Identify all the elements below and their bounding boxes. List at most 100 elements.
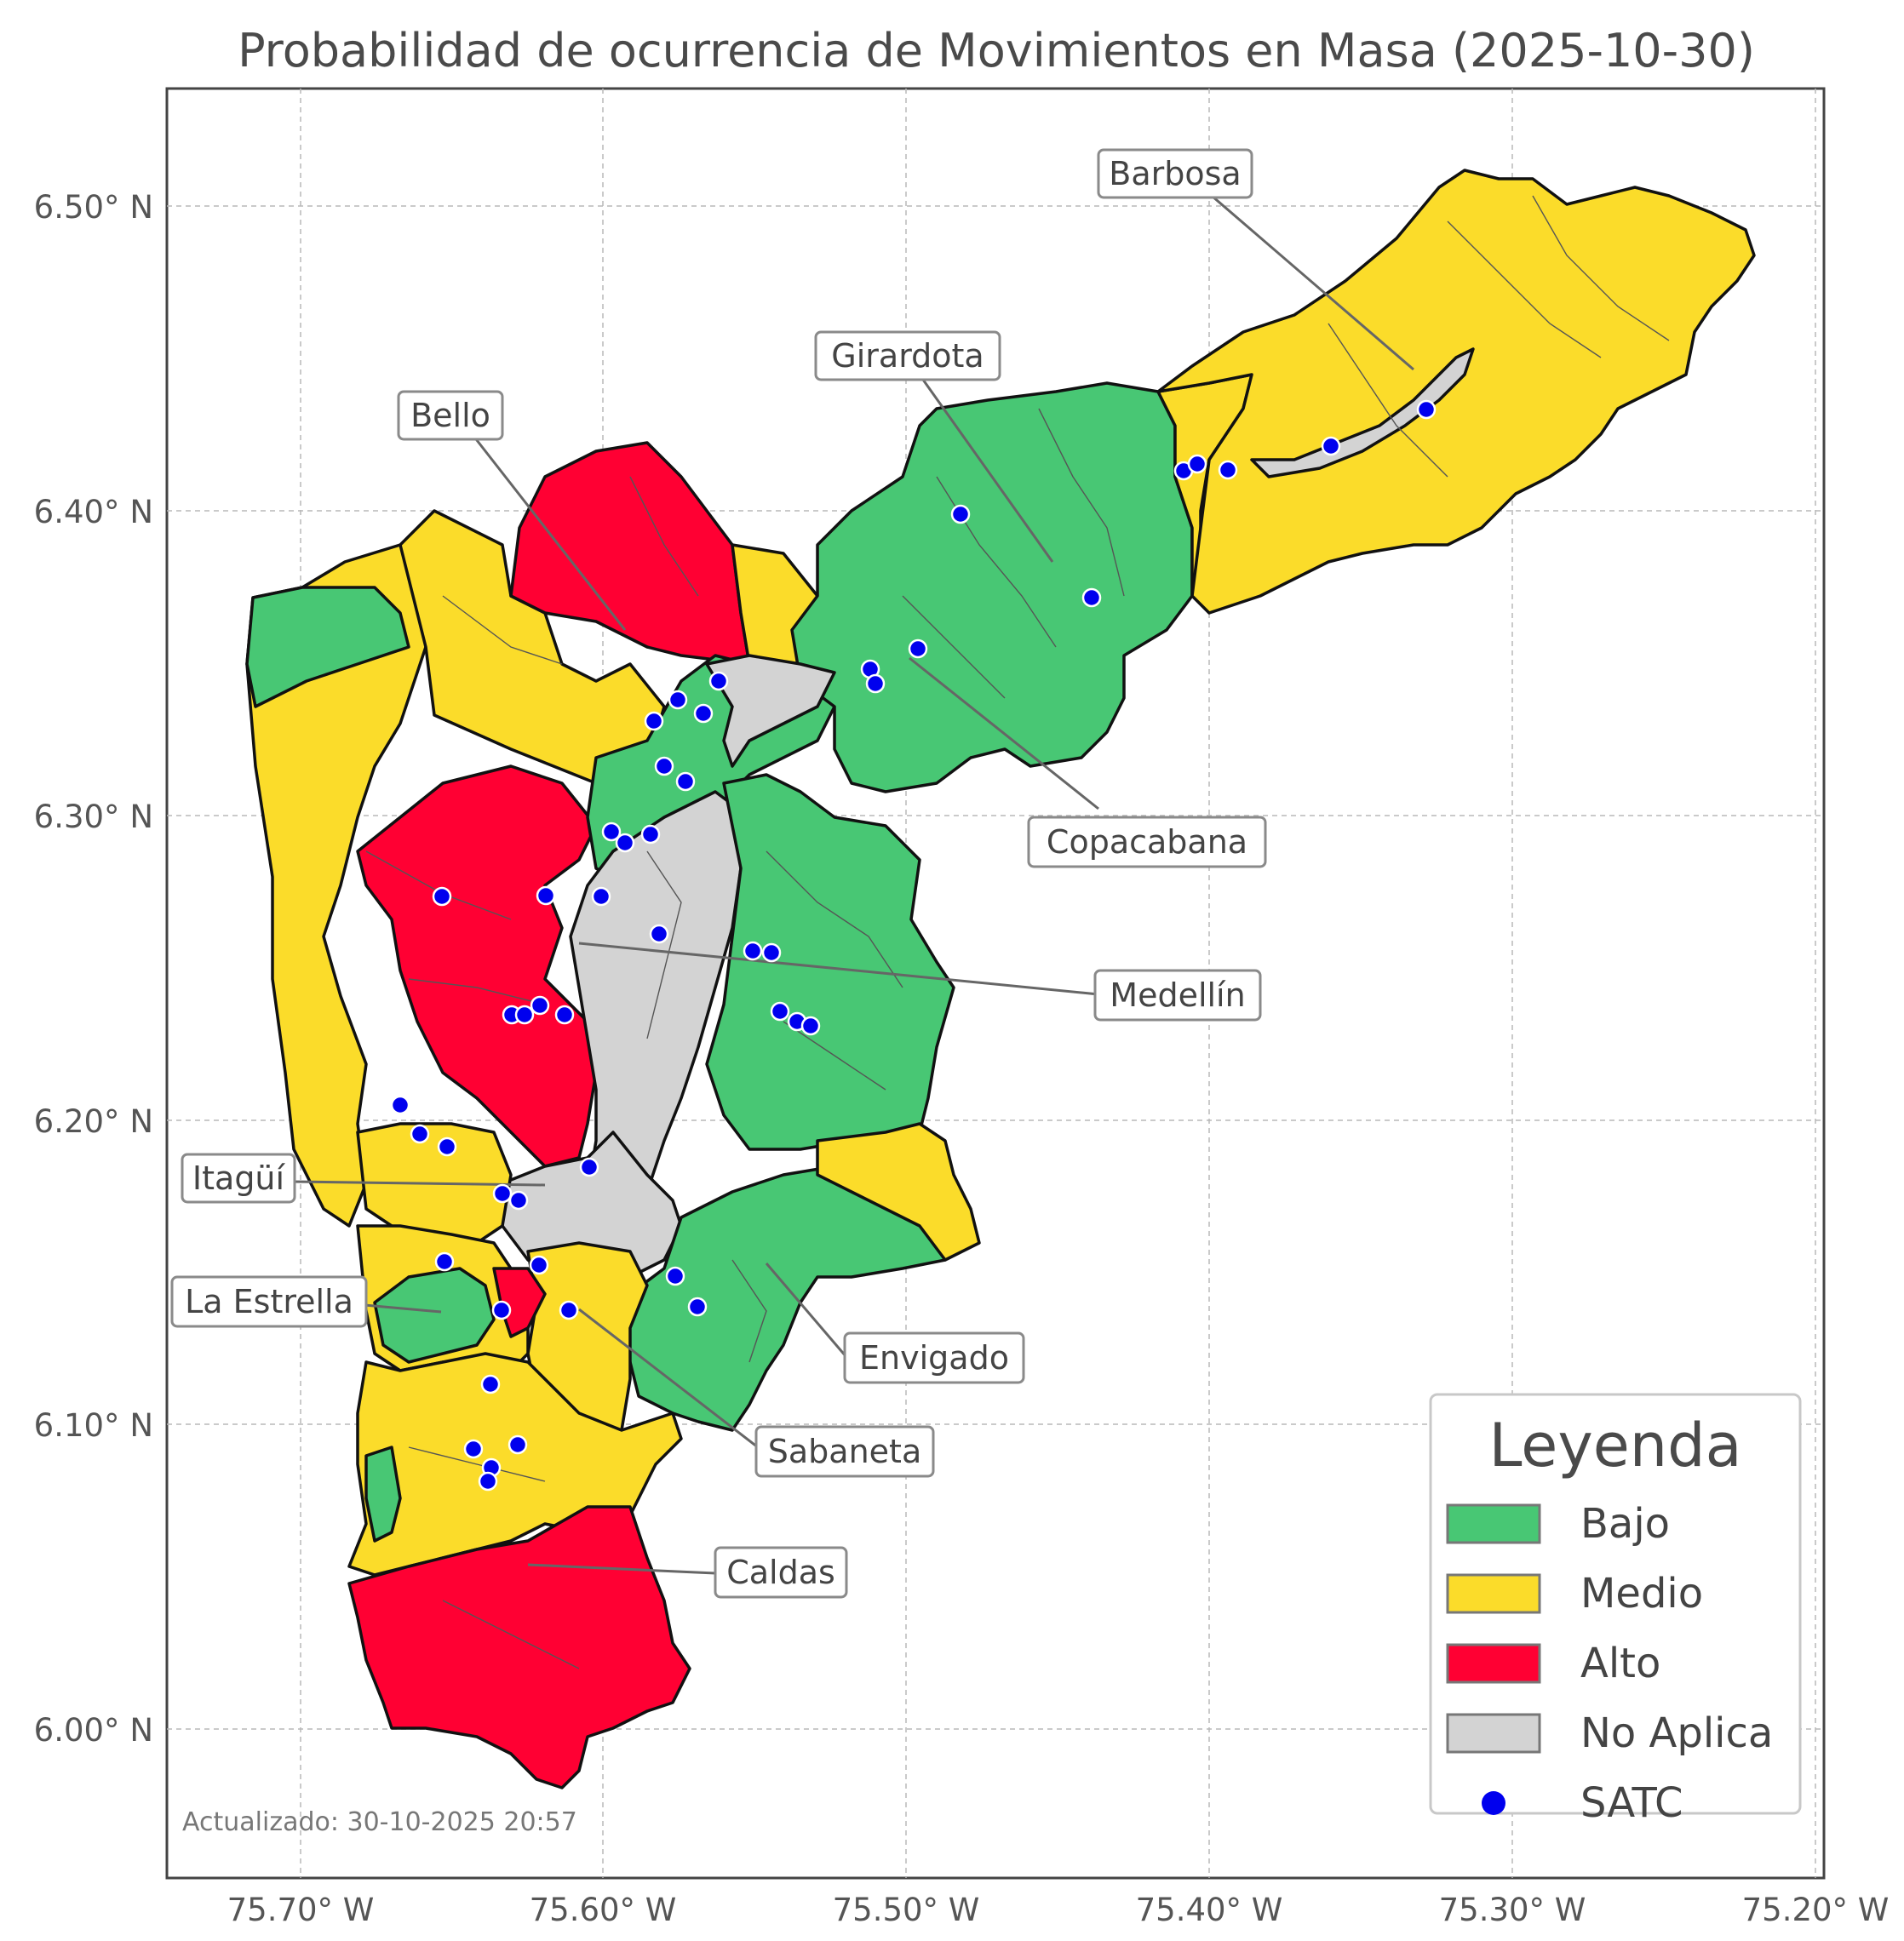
region-bajo-laestrella bbox=[373, 1267, 496, 1364]
label-barbosa-text: Barbosa bbox=[1109, 155, 1241, 192]
plot-frame bbox=[165, 87, 1826, 1880]
satc-station[interactable] bbox=[1416, 399, 1437, 420]
satc-station[interactable] bbox=[478, 1471, 498, 1492]
label-itagui[interactable]: Itagüí bbox=[181, 1153, 296, 1204]
satc-station[interactable] bbox=[390, 1095, 410, 1115]
satc-station[interactable] bbox=[950, 504, 971, 524]
label-caldas[interactable]: Caldas bbox=[714, 1546, 848, 1599]
legend-swatch-medio bbox=[1446, 1573, 1541, 1614]
satc-station[interactable] bbox=[536, 885, 556, 906]
label-copacabana-text: Copacabana bbox=[1047, 823, 1247, 861]
satc-station[interactable] bbox=[601, 822, 622, 842]
label-sabaneta[interactable]: Sabaneta bbox=[754, 1425, 935, 1478]
satc-station[interactable] bbox=[530, 995, 550, 1016]
region-medio-barbosa bbox=[1156, 169, 1756, 615]
legend-label-alto: Alto bbox=[1580, 1640, 1660, 1687]
label-itagui-text: Itagüí bbox=[192, 1159, 286, 1197]
label-laestrella-text: La Estrella bbox=[185, 1283, 353, 1320]
y-tick-label: 6.10° N bbox=[34, 1407, 153, 1444]
label-laestrella[interactable]: La Estrella bbox=[170, 1275, 368, 1328]
satc-station[interactable] bbox=[668, 690, 688, 710]
map-title: Probabilidad de ocurrencia de Movimiento… bbox=[238, 24, 1755, 77]
satc-station[interactable] bbox=[649, 924, 669, 944]
region-alto-caldas bbox=[347, 1505, 691, 1789]
updated-timestamp: Actualizado: 30-10-2025 20:57 bbox=[182, 1807, 577, 1837]
satc-station[interactable] bbox=[770, 1001, 790, 1022]
x-tick-label: 75.20° W bbox=[1742, 1892, 1890, 1928]
satc-station[interactable] bbox=[865, 673, 886, 694]
satc-station[interactable] bbox=[644, 711, 664, 731]
satc-station[interactable] bbox=[410, 1124, 430, 1144]
satc-station[interactable] bbox=[491, 1300, 512, 1320]
y-tick-label: 6.00° N bbox=[34, 1712, 153, 1749]
satc-station[interactable] bbox=[579, 1157, 599, 1177]
satc-station[interactable] bbox=[665, 1266, 685, 1286]
satc-station[interactable] bbox=[708, 671, 729, 691]
satc-station[interactable] bbox=[693, 703, 714, 724]
label-girardota-text: Girardota bbox=[831, 337, 984, 375]
satc-station[interactable] bbox=[591, 886, 611, 907]
region-bajo-northwest bbox=[245, 586, 410, 708]
label-bello-text: Bello bbox=[410, 397, 490, 434]
label-caldas-text: Caldas bbox=[726, 1554, 835, 1591]
legend-label-satc: SATC bbox=[1580, 1779, 1683, 1827]
satc-station[interactable] bbox=[1081, 587, 1102, 608]
satc-station[interactable] bbox=[508, 1190, 529, 1211]
satc-station[interactable] bbox=[559, 1300, 579, 1320]
region-medio-envigado-east bbox=[816, 1122, 981, 1262]
y-tick-label: 6.50° N bbox=[34, 189, 153, 226]
y-tick-label: 6.40° N bbox=[34, 494, 153, 530]
satc-station[interactable] bbox=[761, 942, 782, 963]
legend-label-bajo: Bajo bbox=[1580, 1500, 1670, 1548]
y-tick-label: 6.30° N bbox=[34, 799, 153, 835]
satc-station[interactable] bbox=[437, 1137, 457, 1157]
satc-station[interactable] bbox=[640, 824, 661, 845]
satc-station[interactable] bbox=[1321, 436, 1341, 456]
satc-station[interactable] bbox=[434, 1251, 455, 1272]
label-bello[interactable]: Bello bbox=[397, 390, 504, 441]
legend-swatch-bajo bbox=[1446, 1503, 1541, 1544]
satc-station[interactable] bbox=[1218, 460, 1238, 480]
satc-station[interactable] bbox=[687, 1297, 708, 1317]
legend-frame bbox=[1429, 1393, 1802, 1815]
satc-station[interactable] bbox=[432, 886, 452, 907]
label-medellin[interactable]: Medellín bbox=[1093, 969, 1262, 1022]
satc-station[interactable] bbox=[463, 1439, 484, 1459]
x-axis-labels: 75.70° W 75.60° W 75.50° W 75.40° W 75.3… bbox=[227, 1892, 1890, 1928]
satc-station[interactable] bbox=[800, 1016, 821, 1036]
x-tick-label: 75.60° W bbox=[530, 1892, 677, 1928]
satc-station[interactable] bbox=[675, 771, 696, 792]
x-tick-label: 75.50° W bbox=[833, 1892, 980, 1928]
satc-station[interactable] bbox=[508, 1434, 528, 1455]
legend-swatch-noaplica bbox=[1446, 1713, 1541, 1754]
satc-station[interactable] bbox=[1187, 454, 1207, 474]
legend-title: Leyenda bbox=[1488, 1411, 1741, 1480]
satc-station[interactable] bbox=[480, 1374, 501, 1394]
municipality-labels: Barbosa Girardota Bello Copacabana Medel… bbox=[170, 148, 1267, 1599]
region-bajo-medellin-east bbox=[705, 773, 955, 1151]
x-tick-label: 75.70° W bbox=[227, 1892, 375, 1928]
x-tick-label: 75.30° W bbox=[1439, 1892, 1586, 1928]
region-medio-bello-north bbox=[399, 509, 666, 785]
leader-lines bbox=[292, 189, 1414, 1575]
label-copacabana[interactable]: Copacabana bbox=[1027, 816, 1267, 868]
legend-marker-satc bbox=[1482, 1791, 1505, 1815]
legend-label-noaplica: No Aplica bbox=[1580, 1709, 1773, 1757]
label-envigado[interactable]: Envigado bbox=[843, 1331, 1025, 1384]
satc-station[interactable] bbox=[908, 638, 928, 659]
label-girardota[interactable]: Girardota bbox=[814, 330, 1001, 381]
satc-station[interactable] bbox=[654, 756, 674, 776]
satc-station[interactable] bbox=[554, 1005, 575, 1025]
satc-stations bbox=[390, 399, 1437, 1492]
satc-station[interactable] bbox=[514, 1005, 535, 1025]
region-noaplica-barbosa bbox=[1250, 347, 1475, 478]
satc-station[interactable] bbox=[615, 833, 635, 853]
y-axis-labels: 6.50° N 6.40° N 6.30° N 6.20° N 6.10° N … bbox=[34, 189, 153, 1749]
label-sabaneta-text: Sabaneta bbox=[768, 1433, 921, 1470]
label-barbosa[interactable]: Barbosa bbox=[1097, 148, 1253, 199]
satc-station[interactable] bbox=[529, 1255, 549, 1275]
y-tick-label: 6.20° N bbox=[34, 1103, 153, 1140]
satc-station[interactable] bbox=[492, 1183, 513, 1204]
satc-station[interactable] bbox=[743, 941, 763, 961]
